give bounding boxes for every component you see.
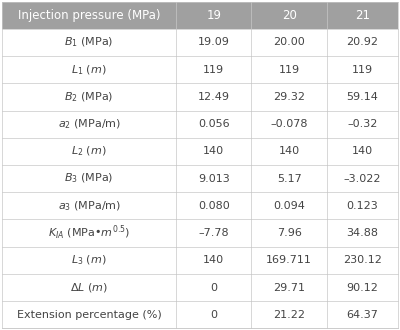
Bar xyxy=(252,29,327,56)
Text: 21.22: 21.22 xyxy=(273,310,305,320)
Text: $a_2$ (MPa/m): $a_2$ (MPa/m) xyxy=(58,117,121,131)
Bar xyxy=(327,111,398,138)
Text: 59.14: 59.14 xyxy=(346,92,378,102)
Bar xyxy=(252,2,327,29)
Text: 20.92: 20.92 xyxy=(346,38,378,48)
Text: 21: 21 xyxy=(355,9,370,22)
Bar xyxy=(327,192,398,219)
Bar xyxy=(327,83,398,111)
Text: –0.078: –0.078 xyxy=(270,119,308,129)
Text: –3.022: –3.022 xyxy=(344,174,381,183)
Bar xyxy=(327,56,398,83)
Text: 9.013: 9.013 xyxy=(198,174,230,183)
Text: Extension percentage (%): Extension percentage (%) xyxy=(17,310,162,320)
Bar xyxy=(252,138,327,165)
Bar xyxy=(2,2,176,29)
Bar xyxy=(2,138,176,165)
Text: $L_1$ ($m$): $L_1$ ($m$) xyxy=(71,63,107,77)
Text: 64.37: 64.37 xyxy=(346,310,378,320)
Bar xyxy=(327,2,398,29)
Bar xyxy=(252,165,327,192)
Text: 90.12: 90.12 xyxy=(346,282,378,292)
Text: $L_3$ ($m$): $L_3$ ($m$) xyxy=(71,253,107,267)
Bar xyxy=(252,111,327,138)
Bar xyxy=(176,2,252,29)
Text: $B_3$ (MPa): $B_3$ (MPa) xyxy=(64,172,114,185)
Text: Injection pressure (MPa): Injection pressure (MPa) xyxy=(18,9,160,22)
Text: 140: 140 xyxy=(278,147,300,156)
Bar xyxy=(176,192,252,219)
Text: 0.056: 0.056 xyxy=(198,119,230,129)
Text: 0: 0 xyxy=(210,310,217,320)
Text: 29.71: 29.71 xyxy=(273,282,305,292)
Text: 140: 140 xyxy=(203,147,224,156)
Text: –0.32: –0.32 xyxy=(347,119,378,129)
Bar xyxy=(327,219,398,247)
Bar xyxy=(2,274,176,301)
Bar xyxy=(327,247,398,274)
Text: 140: 140 xyxy=(203,255,224,265)
Bar xyxy=(176,111,252,138)
Text: $B_1$ (MPa): $B_1$ (MPa) xyxy=(64,36,114,49)
Bar xyxy=(2,247,176,274)
Bar xyxy=(327,165,398,192)
Text: 29.32: 29.32 xyxy=(273,92,305,102)
Bar xyxy=(2,29,176,56)
Bar xyxy=(252,56,327,83)
Text: 0.080: 0.080 xyxy=(198,201,230,211)
Bar xyxy=(327,29,398,56)
Text: Δ$L$ ($m$): Δ$L$ ($m$) xyxy=(70,281,108,294)
Text: –7.78: –7.78 xyxy=(198,228,229,238)
Bar xyxy=(176,301,252,328)
Bar xyxy=(252,192,327,219)
Bar xyxy=(2,111,176,138)
Text: 230.12: 230.12 xyxy=(343,255,382,265)
Bar xyxy=(2,165,176,192)
Bar xyxy=(2,192,176,219)
Text: 20: 20 xyxy=(282,9,296,22)
Bar xyxy=(176,219,252,247)
Text: 119: 119 xyxy=(278,65,300,75)
Bar xyxy=(327,274,398,301)
Bar xyxy=(252,83,327,111)
Text: 7.96: 7.96 xyxy=(277,228,302,238)
Bar xyxy=(176,274,252,301)
Bar xyxy=(176,29,252,56)
Text: $a_3$ (MPa/m): $a_3$ (MPa/m) xyxy=(58,199,121,213)
Text: 0: 0 xyxy=(210,282,217,292)
Bar xyxy=(176,138,252,165)
Text: 119: 119 xyxy=(203,65,224,75)
Bar xyxy=(176,165,252,192)
Text: 140: 140 xyxy=(352,147,373,156)
Text: 34.88: 34.88 xyxy=(346,228,378,238)
Bar xyxy=(252,301,327,328)
Text: $K_{IA}$ (MPa•$m^{0.5}$): $K_{IA}$ (MPa•$m^{0.5}$) xyxy=(48,224,130,242)
Bar xyxy=(2,219,176,247)
Bar xyxy=(252,219,327,247)
Text: 12.49: 12.49 xyxy=(198,92,230,102)
Text: 0.094: 0.094 xyxy=(273,201,305,211)
Bar xyxy=(327,301,398,328)
Bar xyxy=(176,247,252,274)
Text: 19: 19 xyxy=(206,9,221,22)
Text: 5.17: 5.17 xyxy=(277,174,302,183)
Bar xyxy=(2,56,176,83)
Text: 19.09: 19.09 xyxy=(198,38,230,48)
Bar xyxy=(176,83,252,111)
Bar xyxy=(2,301,176,328)
Text: 169.711: 169.711 xyxy=(266,255,312,265)
Text: 0.123: 0.123 xyxy=(346,201,378,211)
Text: 20.00: 20.00 xyxy=(273,38,305,48)
Bar xyxy=(327,138,398,165)
Text: $B_2$ (MPa): $B_2$ (MPa) xyxy=(64,90,114,104)
Bar xyxy=(252,274,327,301)
Bar xyxy=(176,56,252,83)
Text: $L_2$ ($m$): $L_2$ ($m$) xyxy=(71,145,107,158)
Bar xyxy=(252,247,327,274)
Bar xyxy=(2,83,176,111)
Text: 119: 119 xyxy=(352,65,373,75)
